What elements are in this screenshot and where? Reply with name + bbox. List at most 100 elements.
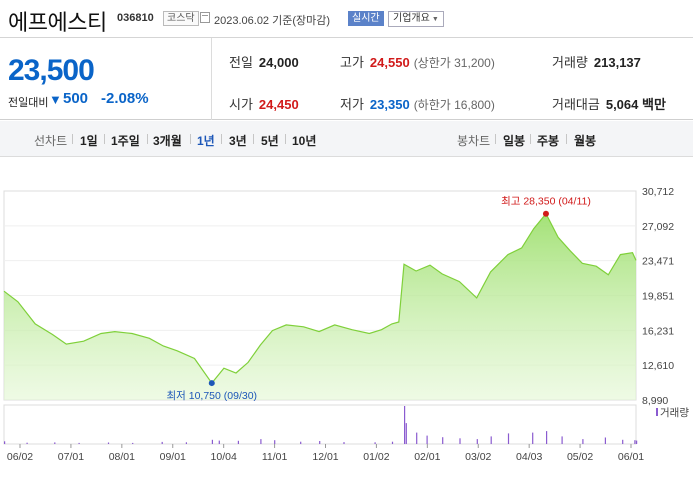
- candle-weekly[interactable]: 주봉: [537, 134, 560, 148]
- y-tick-label: 19,851: [642, 291, 674, 303]
- volume-bar: [343, 442, 345, 444]
- volume-bar: [532, 432, 534, 444]
- volume-bar: [636, 440, 638, 444]
- volume-bar: [300, 441, 302, 444]
- y-tick-label: 30,712: [642, 186, 674, 198]
- x-tick-label: 01/02: [363, 451, 389, 463]
- day-high-value: 24,550: [369, 55, 410, 70]
- volume-bar: [4, 441, 6, 444]
- realtime-button[interactable]: 실시간: [348, 11, 384, 26]
- y-tick-label: 23,471: [642, 256, 674, 268]
- volume-bar: [161, 441, 163, 444]
- divider: [147, 134, 148, 144]
- volume-bar: [185, 442, 187, 444]
- period-10y[interactable]: 10년: [292, 134, 317, 148]
- volume-bar: [476, 439, 478, 444]
- x-tick-label: 07/01: [58, 451, 84, 463]
- volume-bar: [490, 436, 492, 444]
- x-tick-label: 06/01: [618, 451, 644, 463]
- volume-bar: [78, 442, 80, 444]
- annotations: 최고 28,350 (04/11) 최저 10,750 (09/30): [167, 196, 591, 402]
- volume: 거래량 213,137: [552, 52, 641, 71]
- line-chart-label: 선차트: [34, 134, 68, 148]
- upper-limit: (상한가 31,200): [413, 56, 495, 70]
- change-label: 전일대비: [8, 97, 49, 109]
- x-tick-label: 11/01: [262, 451, 288, 463]
- period-5y[interactable]: 5년: [261, 134, 279, 148]
- volume-bar: [622, 439, 624, 444]
- period-3m[interactable]: 3개월: [153, 134, 182, 148]
- volume-bar: [604, 437, 606, 444]
- x-tick-label: 10/04: [211, 451, 237, 463]
- prev-close-label: 전일: [229, 55, 253, 70]
- change-percent: -2.08%: [101, 90, 149, 107]
- calendar-icon: [200, 12, 210, 23]
- volume-bar: [416, 432, 418, 444]
- stock-header: 에프에스티 036810 코스닥 2023.06.02 기준(장마감) 실시간 …: [0, 0, 693, 38]
- chevron-down-icon: ▼: [431, 16, 439, 23]
- candle-chart-label: 봉차트: [457, 134, 491, 148]
- high-annotation: 최고 28,350 (04/11): [501, 196, 591, 208]
- volume-bar: [54, 442, 56, 444]
- period-1y[interactable]: 1년: [197, 134, 215, 148]
- price-chart[interactable]: 30,712 27,092 23,471 19,851 16,231 12,610 8,99…: [0, 178, 693, 477]
- volume-bar: [405, 423, 407, 444]
- chart-period-bar: 선차트 1일 1주일 3개월 1년 3년 5년 10년 봉차트 일봉 주봉 월봉: [0, 121, 693, 157]
- company-name[interactable]: 에프에스티: [8, 10, 107, 35]
- candle-monthly[interactable]: 월봉: [574, 134, 597, 148]
- day-open-label: 시가: [229, 97, 253, 112]
- company-overview-label: 기업개요: [393, 13, 430, 24]
- y-tick-label: 8,990: [642, 395, 668, 407]
- period-3y[interactable]: 3년: [229, 134, 247, 148]
- divider: [566, 134, 567, 144]
- x-tick-label: 05/02: [567, 451, 593, 463]
- x-tick-label: 09/01: [160, 451, 186, 463]
- y-tick-label: 12,610: [642, 360, 674, 372]
- day-high-label: 고가: [340, 55, 364, 70]
- x-tick-label: 06/02: [7, 451, 33, 463]
- market-badge: 코스닥: [163, 11, 199, 26]
- quote-summary: 23,500 전일대비 ▼ 500 -2.08% 전일 24,000 고가 24,5…: [0, 38, 693, 120]
- volume-bar: [442, 437, 444, 444]
- down-arrow-icon: ▼: [49, 92, 62, 107]
- x-tick-label: 02/01: [414, 451, 440, 463]
- period-1d[interactable]: 1일: [80, 134, 98, 148]
- volume-bar: [319, 441, 321, 444]
- trading-value: 거래대금 5,064 백만: [552, 94, 666, 113]
- volume-legend-label: 거래량: [660, 407, 689, 419]
- stock-code: 036810: [117, 12, 154, 24]
- volume-bars: [4, 406, 638, 444]
- divider: [211, 38, 212, 120]
- x-axis: 06/02 07/01 08/01 09/01 10/04 11/01 12/01 01/02…: [7, 444, 644, 463]
- high-marker: [542, 210, 549, 217]
- change-value: 500: [63, 90, 89, 107]
- volume-bar: [374, 442, 376, 444]
- volume-bar: [426, 435, 428, 444]
- x-tick-label: 03/02: [465, 451, 491, 463]
- low-marker: [208, 380, 215, 387]
- company-overview-dropdown[interactable]: 기업개요 ▼: [388, 11, 444, 27]
- day-low-value: 23,350: [369, 97, 410, 112]
- volume-label: 거래량: [552, 55, 588, 70]
- trading-value-label: 거래대금: [552, 97, 600, 112]
- prev-close: 전일 24,000: [229, 52, 299, 71]
- x-tick-label: 08/01: [109, 451, 135, 463]
- period-1w[interactable]: 1주일: [111, 134, 140, 148]
- volume-bar: [26, 442, 28, 444]
- volume-bar: [211, 439, 213, 444]
- volume-value: 213,137: [593, 55, 641, 70]
- volume-bar: [274, 440, 276, 444]
- volume-bar: [582, 439, 584, 444]
- volume-bar: [561, 436, 563, 444]
- y-tick-label: 27,092: [642, 221, 674, 233]
- divider: [495, 134, 496, 144]
- prev-close-value: 24,000: [258, 55, 299, 70]
- volume-bar: [507, 433, 510, 444]
- candle-daily[interactable]: 일봉: [503, 134, 526, 148]
- volume-bar: [634, 440, 636, 444]
- trading-value-amount: 5,064 백만: [605, 97, 666, 112]
- divider: [72, 134, 73, 144]
- price-line: [3, 212, 637, 385]
- y-tick-label: 16,231: [642, 325, 674, 337]
- day-high: 고가 24,550 (상한가 31,200): [340, 52, 495, 71]
